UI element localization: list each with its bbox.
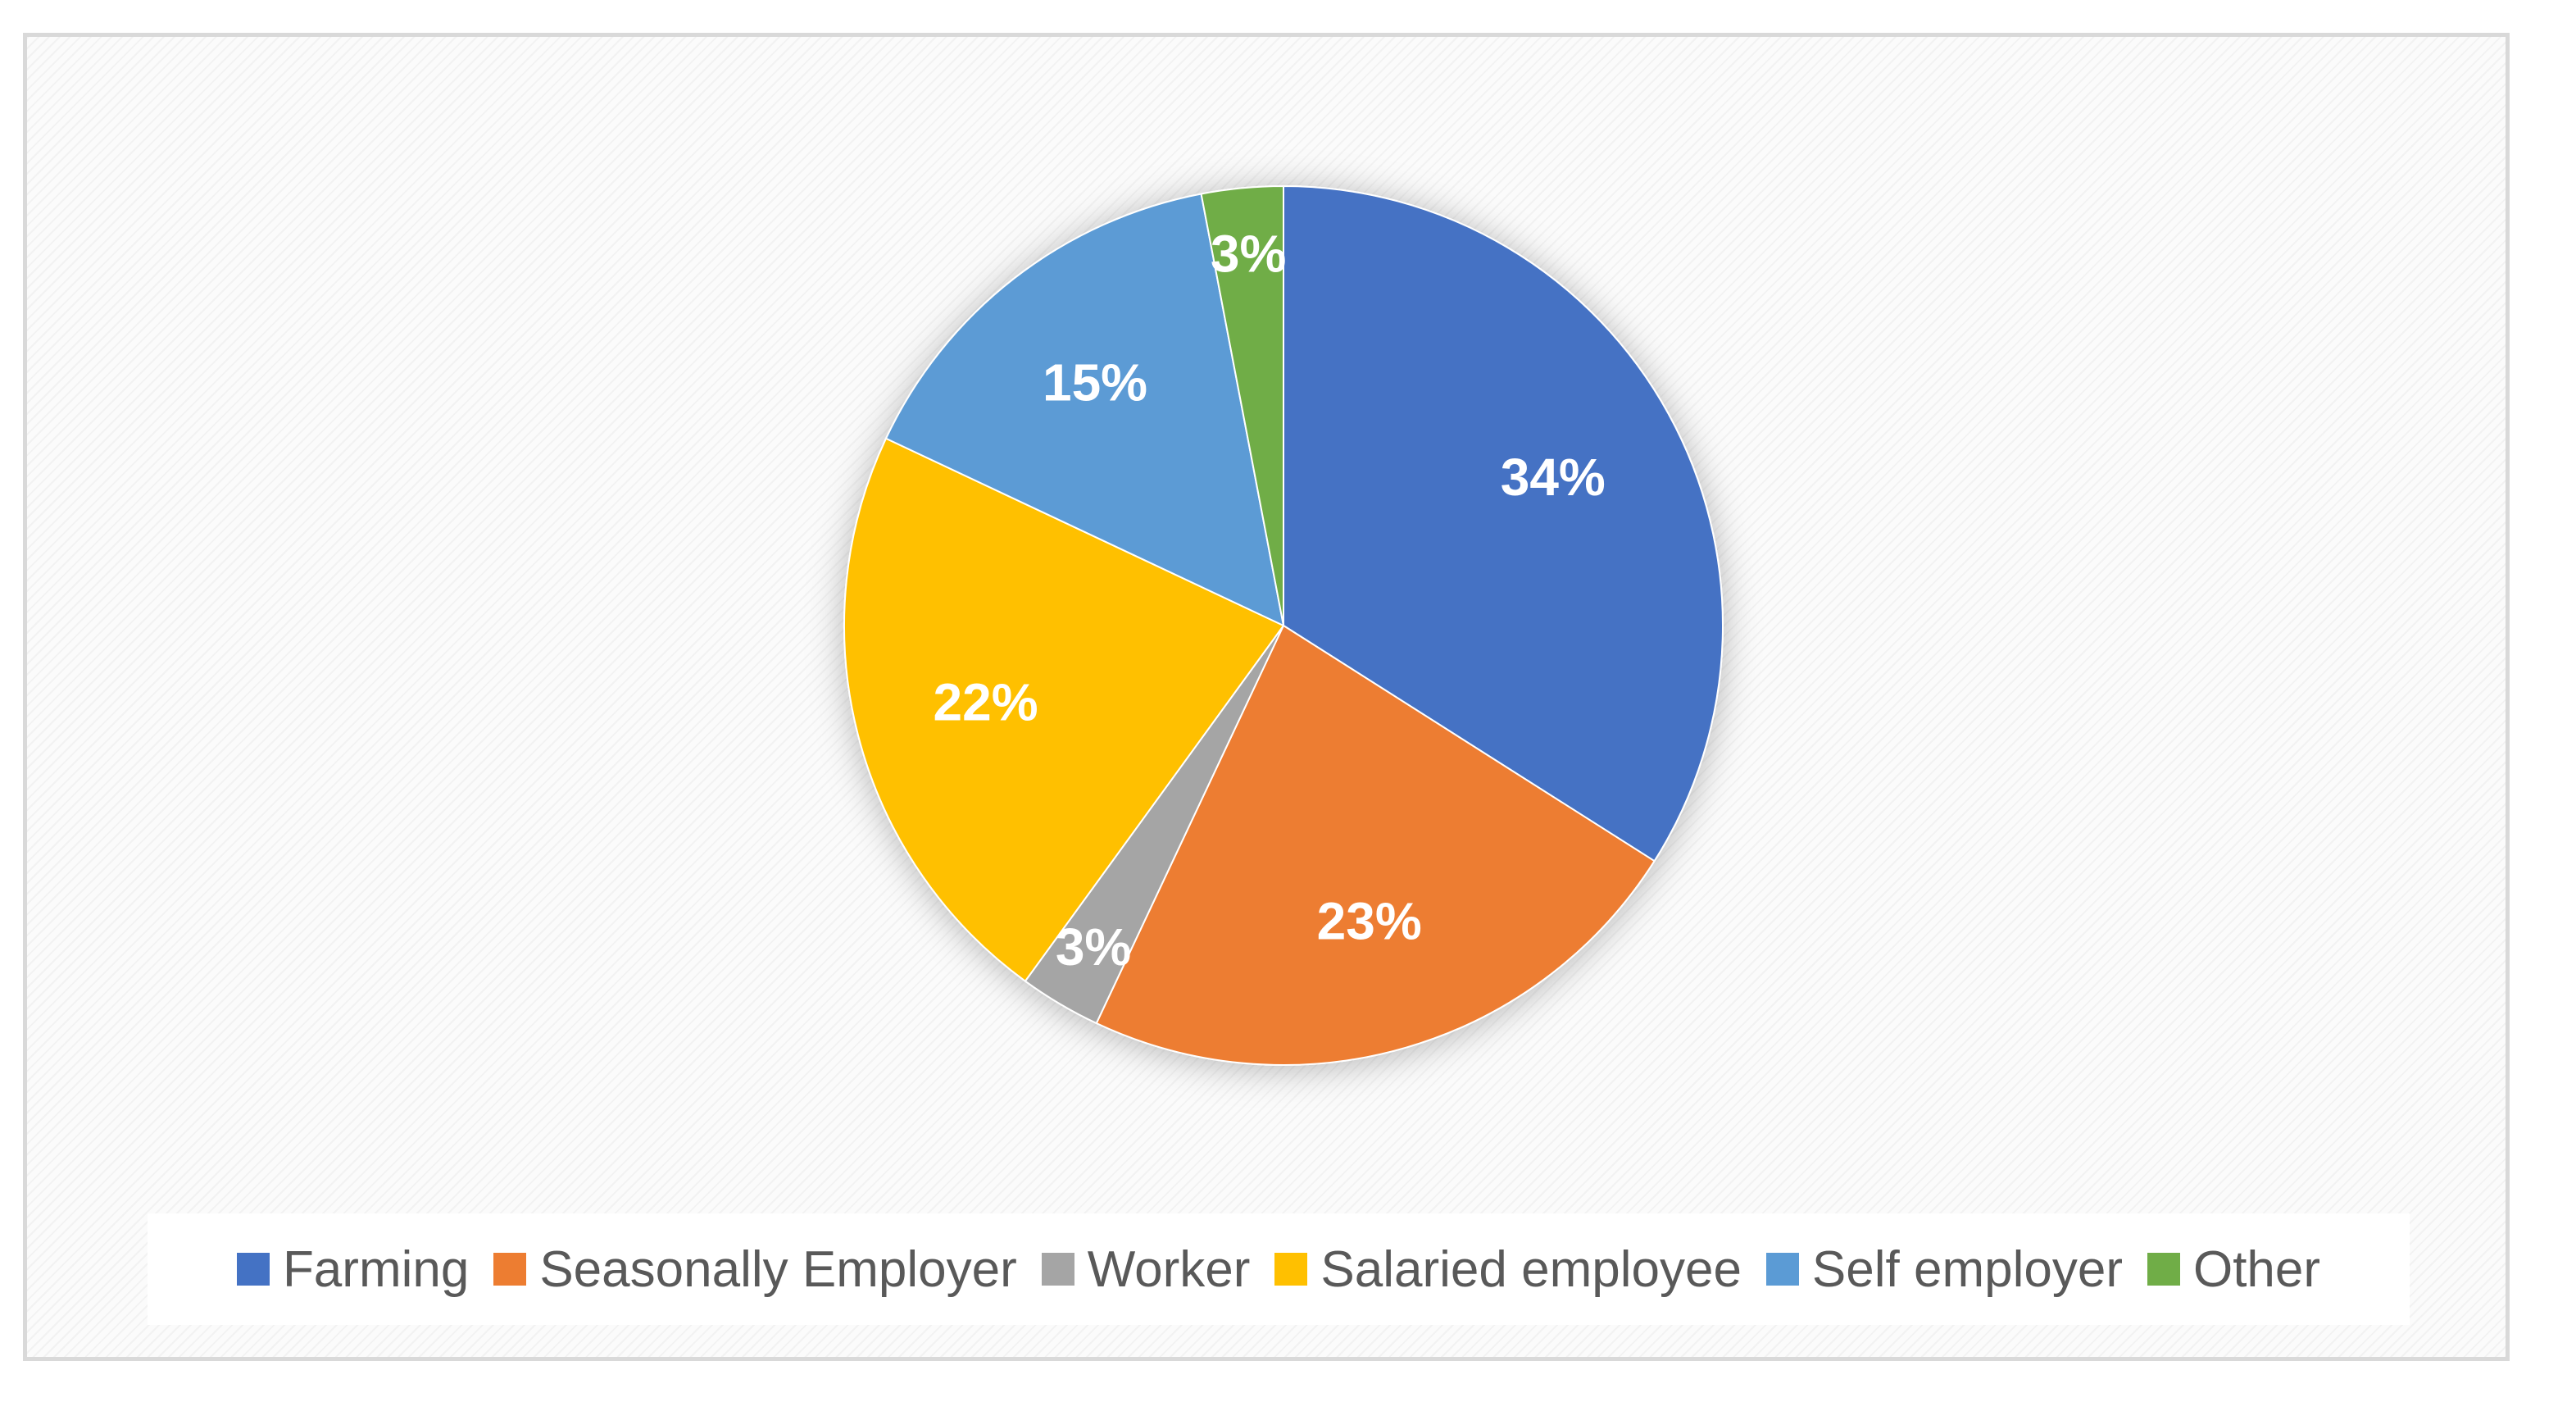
legend-item-farming: Farming bbox=[236, 1240, 470, 1299]
legend-item-salaried-employee: Salaried employee bbox=[1274, 1240, 1742, 1299]
data-label-worker: 3% bbox=[1056, 917, 1132, 976]
legend-item-seasonally-employer: Seasonally Employer bbox=[493, 1240, 1017, 1299]
data-label-seasonally-employer: 23% bbox=[1317, 891, 1422, 950]
legend-item-other: Other bbox=[2147, 1240, 2320, 1299]
legend-item-worker: Worker bbox=[1041, 1240, 1251, 1299]
legend-swatch bbox=[1274, 1253, 1308, 1286]
data-label-other: 3% bbox=[1211, 224, 1287, 283]
legend-swatch bbox=[493, 1253, 527, 1286]
legend-item-self-employer: Self employer bbox=[1765, 1240, 2123, 1299]
pie-slice-self-employer bbox=[884, 193, 1285, 627]
data-label-self-employer: 15% bbox=[1043, 353, 1147, 412]
legend: Farming Seasonally Employer Worker Salaried… bbox=[148, 1213, 2410, 1325]
pie-slice-other bbox=[1200, 184, 1284, 626]
legend-label: Worker bbox=[1087, 1240, 1251, 1298]
legend-label: Seasonally Employer bbox=[539, 1240, 1017, 1298]
pie-slice-farming bbox=[1283, 184, 1724, 863]
legend-swatch bbox=[1765, 1253, 1799, 1286]
legend-swatch bbox=[1041, 1253, 1074, 1286]
legend-label: Self employer bbox=[1811, 1240, 2123, 1298]
pie-slice-seasonally-employer bbox=[1095, 624, 1656, 1066]
legend-swatch bbox=[236, 1253, 270, 1286]
data-label-salaried-employee: 22% bbox=[934, 672, 1038, 731]
legend-label: Salaried employee bbox=[1320, 1240, 1742, 1298]
legend-label: Farming bbox=[282, 1240, 470, 1298]
legend-swatch bbox=[2147, 1253, 2180, 1286]
data-label-farming: 34% bbox=[1501, 448, 1606, 507]
legend-label: Other bbox=[2192, 1240, 2321, 1298]
